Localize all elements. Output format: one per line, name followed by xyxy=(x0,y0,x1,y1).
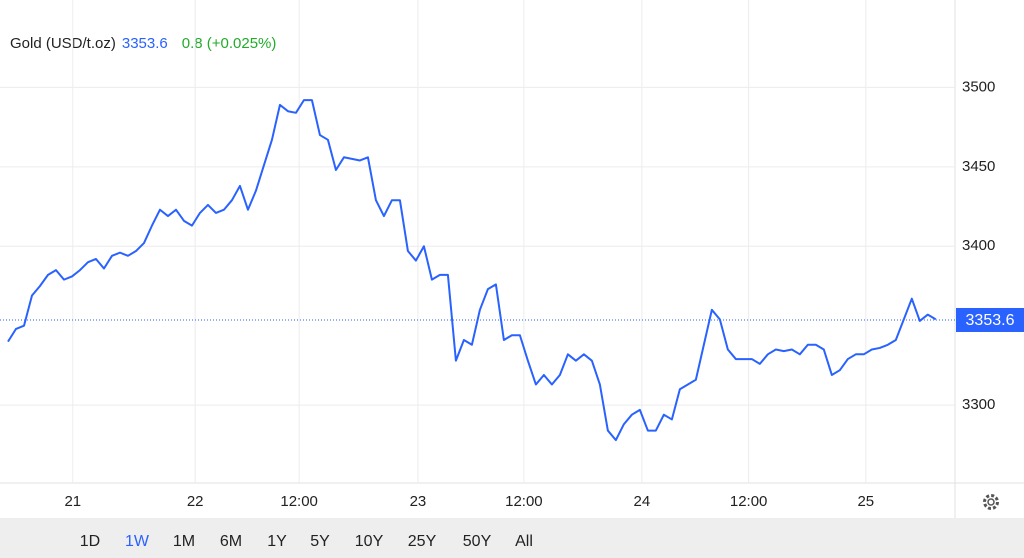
range-button[interactable]: 1M xyxy=(172,533,196,550)
range-button[interactable]: 5Y xyxy=(310,533,330,550)
range-button[interactable]: All xyxy=(515,533,533,550)
y-tick-label: 3300 xyxy=(962,396,995,413)
x-tick-label: 24 xyxy=(634,493,651,510)
price-change: 0.8 (+0.025%) xyxy=(182,35,277,52)
x-tick-label: 12:00 xyxy=(730,493,768,510)
header: Gold (USD/t.oz) 3353.6 0.8 (+0.025%) xyxy=(10,35,276,52)
range-button[interactable]: 25Y xyxy=(407,533,437,550)
background xyxy=(0,0,1024,518)
x-tick-label: 12:00 xyxy=(505,493,543,510)
title: Gold (USD/t.oz) xyxy=(10,35,116,52)
range-button[interactable]: 50Y xyxy=(462,533,492,550)
x-tick-label: 21 xyxy=(64,493,81,510)
y-tick-label: 3450 xyxy=(962,158,995,175)
chart: Gold (USD/t.oz) 3353.6 0.8 (+0.025%) 330… xyxy=(0,0,1024,518)
range-button[interactable]: 1Y xyxy=(267,533,287,550)
range-bar: 1D 1W 1M 6M 1Y 5Y 10Y 25Y 50Y All xyxy=(0,518,1024,558)
last-price-label: 3353.6 xyxy=(966,312,1015,329)
last-price: 3353.6 xyxy=(122,35,168,52)
x-tick-label: 22 xyxy=(187,493,204,510)
range-button[interactable]: 10Y xyxy=(354,533,384,550)
y-tick-label: 3400 xyxy=(962,237,995,254)
x-tick-label: 12:00 xyxy=(280,493,318,510)
y-tick-label: 3500 xyxy=(962,78,995,95)
range-button[interactable]: 6M xyxy=(219,533,243,550)
x-tick-label: 25 xyxy=(857,493,874,510)
settings-icon[interactable] xyxy=(983,494,999,510)
range-button[interactable]: 1W xyxy=(125,533,149,550)
x-tick-label: 23 xyxy=(410,493,427,510)
range-button[interactable]: 1D xyxy=(79,533,101,550)
price-line xyxy=(7,99,937,442)
last-price-badge xyxy=(956,307,1024,332)
